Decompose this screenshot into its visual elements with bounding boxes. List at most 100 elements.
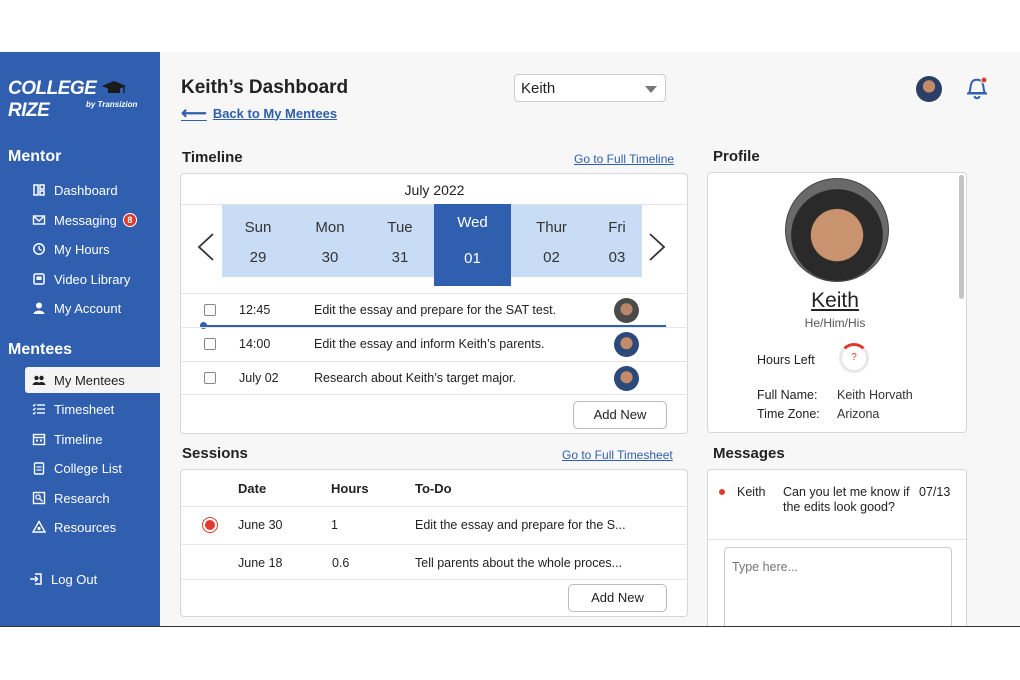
- video-icon: [33, 273, 45, 285]
- brand-logo[interactable]: COLLEGE RIZE: [8, 78, 160, 122]
- full-name-value: Keith Horvath: [837, 388, 913, 402]
- mentees-section-title: Mentees: [8, 341, 73, 358]
- timeline-title: Timeline: [182, 149, 243, 166]
- app-window: COLLEGE RIZE by Transizion Mentor Dashbo…: [0, 52, 1020, 627]
- graduation-cap-icon: [102, 81, 127, 93]
- time-zone-value: Arizona: [837, 407, 880, 421]
- back-link-label: Back to My Mentees: [212, 105, 338, 121]
- mentee-select-value: Keith: [521, 79, 556, 97]
- calendar-day[interactable]: Fri 03: [592, 205, 642, 277]
- message-input[interactable]: [724, 547, 952, 626]
- avatar: [614, 366, 639, 391]
- sidebar-item-label: Research: [54, 490, 110, 506]
- task-text: Edit the essay and prepare for the SAT t…: [314, 303, 557, 317]
- full-timesheet-link[interactable]: Go to Full Timesheet: [562, 448, 673, 462]
- chevron-left-icon[interactable]: [196, 232, 216, 262]
- sidebar-item-label: Timeline: [54, 431, 103, 447]
- arrow-left-icon: ⟵: [181, 103, 207, 123]
- sidebar-item-resources[interactable]: Resources: [25, 514, 160, 540]
- sidebar-item-dashboard[interactable]: Dashboard: [25, 177, 160, 203]
- messages-title: Messages: [713, 445, 785, 462]
- full-timeline-link[interactable]: Go to Full Timeline: [574, 152, 675, 166]
- back-to-mentees-link[interactable]: ⟵ Back to My Mentees: [181, 104, 337, 122]
- task-text: Edit the essay and inform Keith’s parent…: [314, 337, 545, 351]
- profile-photo: [785, 178, 889, 282]
- table-row[interactable]: June 18 0.6 Tell parents about the whole…: [181, 544, 688, 580]
- calendar-icon: [32, 433, 46, 446]
- divider: [181, 394, 688, 395]
- alert-icon: [203, 518, 217, 532]
- chevron-right-icon[interactable]: [647, 232, 667, 262]
- calendar-day[interactable]: Thur 02: [511, 205, 592, 277]
- hours-left-label: Hours Left: [757, 353, 815, 367]
- timeline-progress-line: [202, 325, 666, 327]
- day-date: 01: [464, 250, 481, 267]
- sidebar-item-messaging[interactable]: Messaging 8: [25, 207, 160, 233]
- profile-name[interactable]: Keith: [811, 289, 859, 312]
- calendar-day[interactable]: Sun 29: [222, 205, 294, 277]
- day-date: 30: [321, 249, 339, 266]
- calendar-day[interactable]: Tue 31: [366, 205, 434, 277]
- message-date: 07/13: [919, 485, 951, 499]
- logout-button[interactable]: Log Out: [22, 566, 157, 592]
- sidebar-item-timeline[interactable]: Timeline: [25, 426, 160, 452]
- sidebar-item-research[interactable]: Research: [25, 485, 160, 511]
- calendar-day[interactable]: Mon 30: [294, 205, 366, 277]
- clipboard-icon: [33, 462, 45, 475]
- time-zone-label: Time Zone:: [757, 407, 820, 421]
- day-name: Fri: [608, 219, 626, 236]
- sidebar-item-video-library[interactable]: Video Library: [25, 266, 160, 292]
- sessions-title: Sessions: [182, 445, 248, 462]
- day-name: Mon: [315, 219, 345, 236]
- sidebar-item-label: My Mentees: [54, 372, 125, 388]
- table-row[interactable]: June 30 1 Edit the essay and prepare for…: [181, 506, 688, 542]
- session-hours: 1: [331, 518, 338, 532]
- profile-pronouns: He/Him/His: [804, 316, 866, 330]
- message-text: Can you let me know if the edits look go…: [783, 485, 910, 514]
- messaging-badge: 8: [122, 213, 137, 227]
- sidebar-item-my-hours[interactable]: My Hours: [25, 236, 160, 262]
- message-sender: Keith: [737, 485, 766, 499]
- task-time: July 02: [239, 371, 279, 385]
- profile-card: Keith He/Him/His Hours Left ? Full Name:…: [707, 172, 967, 433]
- column-header-date: Date: [238, 481, 267, 496]
- mail-icon: [32, 215, 46, 225]
- mentee-select[interactable]: Keith: [514, 74, 666, 102]
- profile-title: Profile: [713, 148, 760, 165]
- clock-icon: [33, 243, 45, 255]
- session-date: June 30: [238, 518, 283, 532]
- sidebar-item-label: Video Library: [54, 271, 131, 287]
- calendar-day-selected[interactable]: Wed 01: [434, 204, 511, 286]
- task-checkbox[interactable]: [204, 338, 216, 350]
- session-todo: Tell parents about the whole proces...: [415, 556, 623, 570]
- divider: [708, 539, 966, 540]
- sidebar-item-label: My Account: [54, 300, 122, 316]
- profile-scrollbar[interactable]: [959, 175, 964, 299]
- task-checkbox[interactable]: [204, 304, 216, 316]
- sidebar-item-label: Timesheet: [54, 401, 115, 417]
- sidebar-item-college-list[interactable]: College List: [25, 455, 160, 481]
- user-avatar[interactable]: [916, 76, 942, 102]
- sidebar-item-my-account[interactable]: My Account: [25, 295, 160, 321]
- hours-left-ring: ?: [839, 343, 869, 373]
- bell-icon[interactable]: [964, 74, 990, 102]
- sidebar-item-label: College List: [54, 460, 122, 476]
- task-checkbox[interactable]: [204, 372, 216, 384]
- research-icon: [32, 491, 46, 505]
- list-icon: [32, 403, 45, 415]
- add-task-button[interactable]: Add New: [573, 401, 667, 429]
- sidebar-item-label: Dashboard: [54, 182, 118, 198]
- divider: [181, 579, 688, 580]
- page-title: Keith’s Dashboard: [181, 77, 349, 98]
- day-date: 02: [543, 249, 560, 266]
- task-time: 12:45: [239, 303, 271, 317]
- dashboard-icon: [33, 184, 45, 196]
- sidebar-item-timesheet[interactable]: Timesheet: [25, 396, 160, 422]
- group-icon: [32, 375, 46, 385]
- sidebar-item-my-mentees[interactable]: My Mentees: [25, 367, 160, 393]
- calendar-month: July 2022: [404, 182, 465, 198]
- add-session-button[interactable]: Add New: [568, 584, 667, 612]
- list-item: July 02 Research about Keith’s target ma…: [181, 361, 688, 394]
- chevron-down-icon: [645, 86, 657, 93]
- day-name: Thur: [536, 219, 567, 236]
